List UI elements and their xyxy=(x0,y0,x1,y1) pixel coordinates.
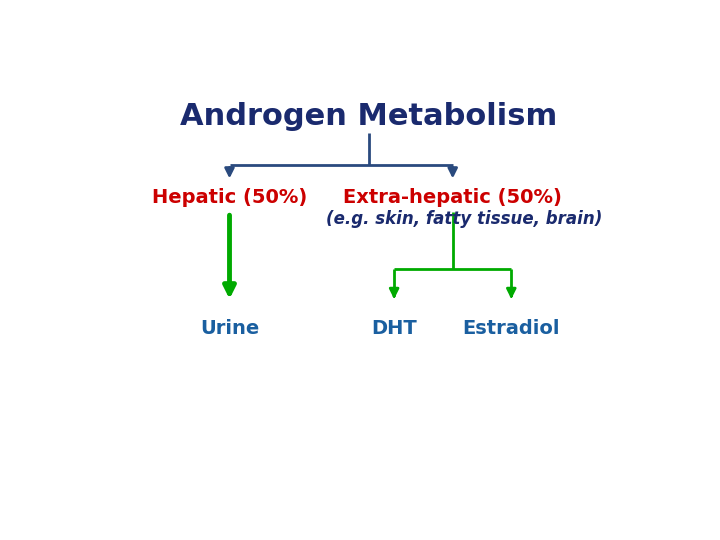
Text: Urine: Urine xyxy=(200,319,259,339)
Text: Estradiol: Estradiol xyxy=(462,319,560,339)
Text: Extra-hepatic (50%): Extra-hepatic (50%) xyxy=(343,188,562,207)
Text: Hepatic (50%): Hepatic (50%) xyxy=(152,188,307,207)
Text: Androgen Metabolism: Androgen Metabolism xyxy=(181,102,557,131)
Text: (e.g. skin, fatty tissue, brain): (e.g. skin, fatty tissue, brain) xyxy=(325,210,602,228)
Text: DHT: DHT xyxy=(372,319,417,339)
